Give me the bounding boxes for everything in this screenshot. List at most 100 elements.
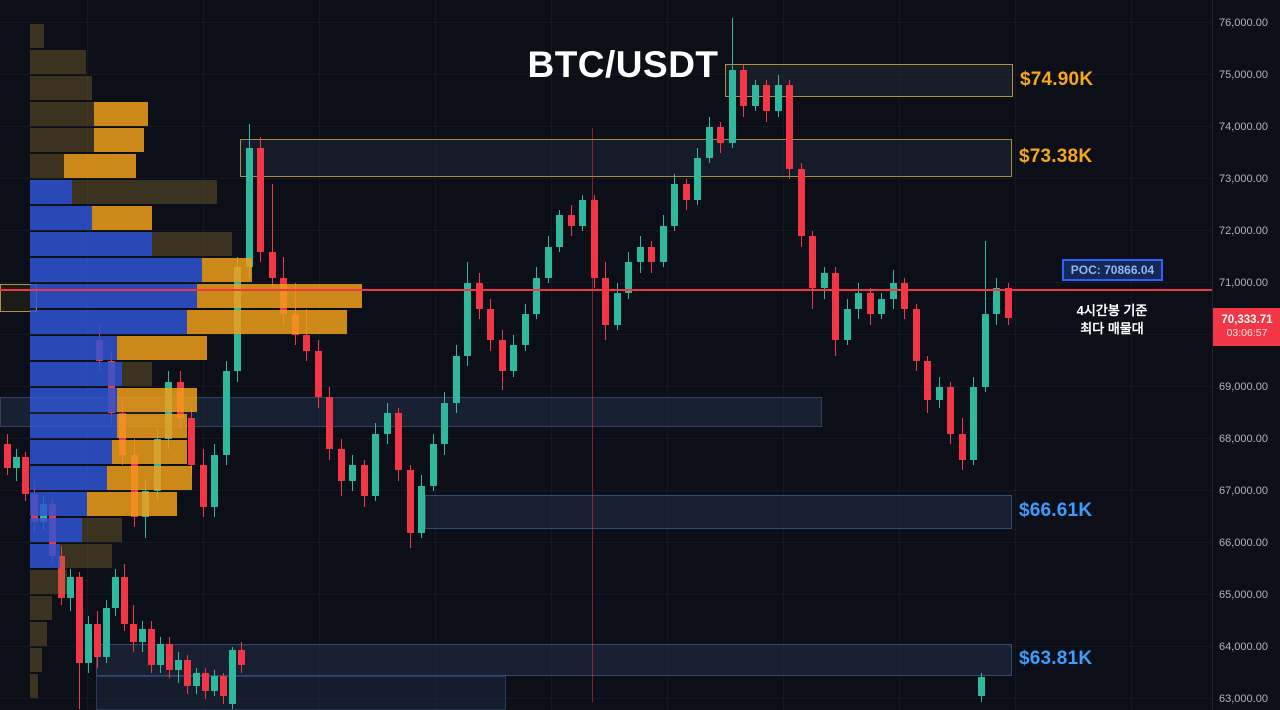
candle <box>338 449 345 481</box>
candle <box>924 360 931 400</box>
current-price-tag: 70,333.71 03:06:57 <box>1213 307 1280 346</box>
volume-profile-bar <box>197 284 362 308</box>
volume-profile-bar <box>152 232 232 256</box>
volume-profile-bar <box>30 102 94 126</box>
candle <box>407 470 414 533</box>
volume-profile-bar <box>117 336 207 360</box>
candle <box>671 184 678 226</box>
grid-line-vertical <box>1131 0 1132 710</box>
volume-profile-bar <box>30 622 47 646</box>
candle <box>211 454 218 507</box>
candle <box>188 418 195 465</box>
grid-line-vertical <box>1015 0 1016 710</box>
volume-profile-bar <box>107 466 192 490</box>
grid-line-horizontal <box>0 178 1212 180</box>
candle <box>211 675 218 692</box>
candle <box>464 282 471 356</box>
chart-plot-area[interactable]: BTC/USDT POC: 70866.04 4시간봉 기준 최다 매물대 $7… <box>0 0 1212 710</box>
grid-line-vertical <box>783 0 784 710</box>
poc-label: POC: 70866.04 <box>1070 263 1155 277</box>
price-axis-tick: 68,000.00 <box>1219 432 1268 445</box>
grid-line-horizontal <box>0 334 1212 336</box>
candle <box>441 402 448 445</box>
candle <box>453 355 460 403</box>
grid-line-horizontal <box>0 386 1212 388</box>
price-axis-tick: 72,000.00 <box>1219 224 1268 237</box>
candle <box>326 397 333 450</box>
candle <box>959 433 966 460</box>
poc-label-box: POC: 70866.04 <box>1062 259 1163 281</box>
price-axis-tick: 66,000.00 <box>1219 536 1268 549</box>
symbol-title: BTC/USDT <box>527 44 719 85</box>
candle <box>58 555 65 598</box>
grid-line-horizontal <box>0 698 1212 700</box>
volume-profile-bar <box>30 440 112 464</box>
candle <box>269 251 276 278</box>
candle <box>786 85 793 169</box>
volume-profile-bar <box>30 258 202 282</box>
volume-profile-bar <box>112 440 187 464</box>
volume-profile-bar <box>30 648 42 672</box>
volume-profile-bar <box>30 570 67 594</box>
candle <box>602 277 609 325</box>
candle <box>1005 288 1012 318</box>
poc-annotation-line2: 최다 매물대 <box>1080 321 1144 336</box>
volume-profile-bar <box>30 544 60 568</box>
zone-74900 <box>725 64 1013 97</box>
candle <box>648 246 655 263</box>
price-axis-tick: 76,000.00 <box>1219 16 1268 29</box>
candle <box>844 308 851 341</box>
zone-price-label: $73.38K <box>1019 146 1093 167</box>
candle <box>220 675 227 697</box>
candle <box>637 246 644 263</box>
candle <box>913 308 920 361</box>
volume-profile-bar <box>30 492 87 516</box>
candle <box>978 676 985 697</box>
volume-profile-bar <box>30 284 197 308</box>
candle <box>993 288 1000 315</box>
candle <box>855 293 862 309</box>
candle <box>94 623 101 658</box>
candle <box>809 236 816 289</box>
price-axis-tick: 65,000.00 <box>1219 588 1268 601</box>
poc-line[interactable] <box>0 288 1212 291</box>
candle <box>947 386 954 434</box>
grid-line-horizontal <box>0 230 1212 232</box>
grid-line-horizontal <box>0 126 1212 128</box>
candle <box>76 576 83 663</box>
grid-line-horizontal <box>0 490 1212 492</box>
volume-profile-bar <box>122 362 152 386</box>
volume-profile-bar <box>187 310 347 334</box>
candle <box>579 199 586 226</box>
candle <box>798 168 805 237</box>
grid-line-vertical <box>551 0 552 710</box>
candle <box>740 69 747 107</box>
candle <box>139 628 146 642</box>
volume-profile-bar <box>202 258 252 282</box>
candle-wick <box>272 184 273 289</box>
candle <box>522 314 529 346</box>
candle <box>193 672 200 686</box>
price-axis[interactable]: 70,333.71 03:06:57 76,000.00 75,000.00 74,… <box>1212 0 1280 710</box>
candle <box>349 464 356 481</box>
price-axis-tick: 64,000.00 <box>1219 640 1268 653</box>
candle <box>867 293 874 315</box>
candle <box>775 85 782 112</box>
candle <box>67 576 74 598</box>
candle <box>202 672 209 692</box>
volume-profile-bar <box>92 206 152 230</box>
price-axis-tick: 74,000.00 <box>1219 120 1268 133</box>
candle <box>166 644 173 671</box>
candle <box>418 485 425 533</box>
volume-profile-bar <box>30 24 44 48</box>
volume-profile-bar <box>30 154 64 178</box>
zone-price-label: $74.90K <box>1020 68 1094 90</box>
grid-line-horizontal <box>0 74 1212 76</box>
vertical-marker-line <box>592 128 593 702</box>
candle <box>103 607 110 658</box>
price-axis-tick: 71,000.00 <box>1219 276 1268 289</box>
price-axis-tick: 67,000.00 <box>1219 484 1268 497</box>
volume-profile-bar <box>30 310 187 334</box>
candle <box>315 350 322 398</box>
